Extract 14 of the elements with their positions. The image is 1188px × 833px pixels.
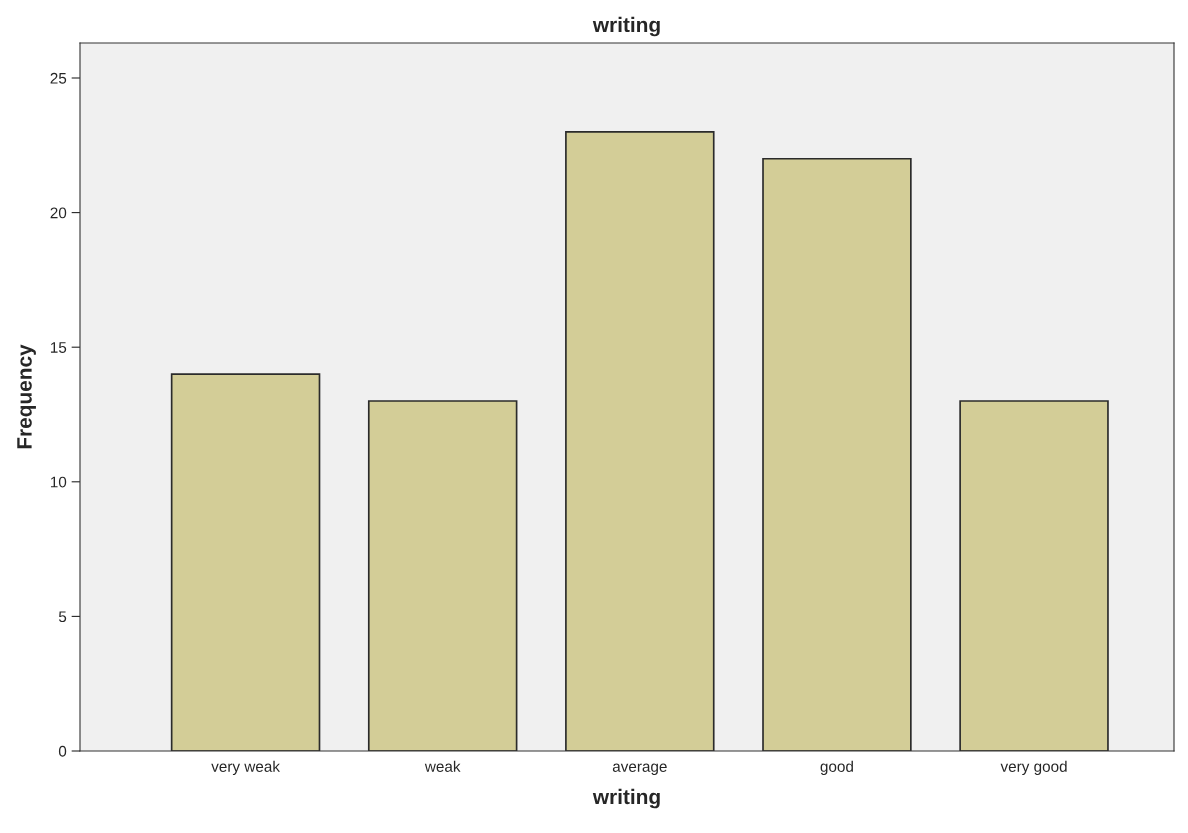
chart-title: writing [592,16,660,37]
y-axis-title: Frequency [17,344,36,449]
y-tick-label: 20 [50,207,67,219]
y-tick-label: 0 [58,745,67,757]
x-tick-label: weak [424,760,461,772]
x-axis-title: writing [592,788,660,809]
y-tick-label: 5 [58,611,67,623]
x-tick-label: very weak [211,760,280,775]
x-tick-label: good [820,760,853,775]
x-tick-label: average [612,763,667,775]
y-tick-label: 15 [50,342,67,353]
y-tick-label: 25 [50,72,67,84]
x-tick-label: very good [1000,760,1067,775]
y-tick-label: 10 [50,476,67,488]
